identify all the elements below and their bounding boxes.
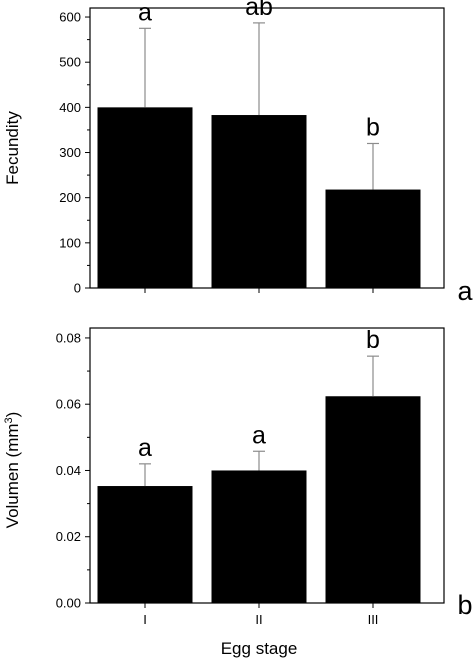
bar: [211, 470, 307, 603]
y-tick-label: 0: [74, 281, 81, 296]
y-tick-label: 0.02: [56, 529, 81, 544]
y-tick-label: 600: [59, 10, 81, 25]
significance-letter: ab: [245, 0, 273, 21]
y-tick-label: 100: [59, 235, 81, 250]
bar: [97, 486, 193, 603]
y-tick-label: 300: [59, 145, 81, 160]
panel-b-yticks: 0.00 0.02 0.04 0.06 0.08: [56, 330, 90, 611]
panel-b-ylabel-superscript: 3: [3, 417, 15, 423]
bar: [325, 396, 421, 603]
significance-letter: a: [138, 0, 152, 26]
panel-b-label: b: [457, 590, 472, 620]
panel-a-label: a: [457, 276, 473, 306]
panel-b-ylabel-suffix: ): [3, 412, 22, 418]
y-tick-label: 0.04: [56, 463, 81, 478]
panel-a-significance-letters: a ab b: [138, 0, 380, 141]
panel-a-bars: [97, 107, 421, 289]
significance-letter: a: [138, 434, 152, 462]
panel-b-bars: [97, 396, 421, 603]
panel-b-xticks: I II III: [143, 603, 378, 627]
panel-b-ylabel-text: Volumen (mm: [3, 423, 22, 528]
significance-letter: b: [366, 326, 380, 354]
panel-a-error-bars: [139, 22, 379, 190]
panel-b-error-bars: [139, 355, 379, 487]
y-tick-label: 0.00: [56, 596, 81, 611]
x-tick-label: I: [143, 612, 147, 627]
panel-b-xlabel: Egg stage: [221, 639, 298, 658]
panel-a: 0 100 200 300 400 500 600 a ab b Fecundity a: [3, 0, 473, 306]
significance-letter: b: [366, 113, 380, 141]
bar: [211, 115, 307, 288]
y-tick-label: 0.06: [56, 397, 81, 412]
y-tick-label: 0.08: [56, 330, 81, 345]
x-tick-label: III: [368, 612, 379, 627]
panel-a-ylabel: Fecundity: [3, 111, 22, 185]
y-tick-label: 500: [59, 55, 81, 70]
panel-b-ylabel: Volumen (mm3): [3, 412, 22, 529]
bar: [97, 107, 193, 289]
y-tick-label: 200: [59, 190, 81, 205]
panel-b: 0.000.020.040.060.08 I II III a ab Volumen …: [3, 326, 473, 658]
panel-a-xticks: [144, 288, 374, 293]
y-tick-label: 400: [59, 100, 81, 115]
panel-a-yticks: 0 100 200 300 400 500 600: [59, 10, 90, 296]
significance-letter: a: [252, 421, 266, 449]
panel-b-significance-letters: a a b: [138, 326, 380, 462]
x-tick-label: II: [255, 612, 262, 627]
bar: [325, 189, 421, 288]
